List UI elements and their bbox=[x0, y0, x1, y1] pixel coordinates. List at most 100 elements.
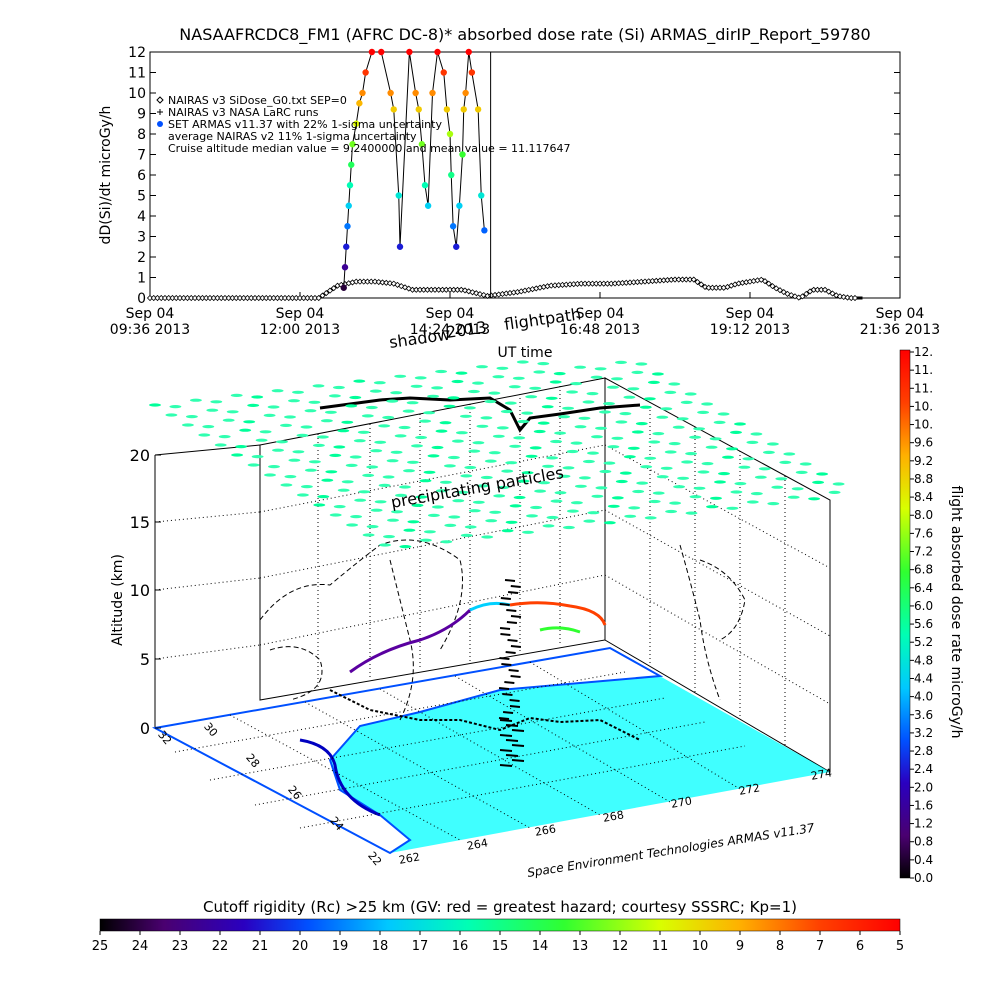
dose-colorbar-tick-label: 4.4 bbox=[914, 671, 933, 685]
particle-mark bbox=[304, 468, 317, 472]
particle-mark bbox=[169, 405, 182, 409]
armas-point bbox=[415, 106, 422, 113]
armas-point bbox=[396, 243, 404, 250]
y-tick-label: 9 bbox=[137, 107, 146, 123]
nairas-series bbox=[146, 276, 863, 302]
legend-entry: average NAIRAS v2 11% 1-sigma uncertaint… bbox=[168, 130, 417, 143]
particle-mark bbox=[546, 515, 559, 520]
particle-mark bbox=[587, 511, 600, 515]
particle-mark bbox=[292, 450, 305, 454]
particle-mark bbox=[419, 538, 432, 542]
y-tick-label: 0 bbox=[137, 291, 146, 307]
dose-colorbar-tick-label: 8.4 bbox=[914, 490, 933, 504]
particle-mark bbox=[771, 485, 784, 489]
flight-cluster-mark bbox=[502, 693, 513, 696]
z-tick-label: 10 bbox=[130, 581, 150, 600]
floor-land bbox=[151, 646, 664, 855]
particle-mark bbox=[271, 389, 284, 393]
particle-mark bbox=[439, 480, 452, 484]
particle-mark bbox=[529, 446, 542, 450]
flight-cluster-mark bbox=[500, 597, 511, 600]
particle-mark bbox=[713, 420, 726, 424]
particle-mark bbox=[255, 438, 268, 442]
particle-mark bbox=[431, 505, 444, 509]
chart-title: NASAAFRCDC8_FM1 (AFRC DC-8)* absorbed do… bbox=[179, 25, 870, 45]
nairas-marker bbox=[694, 278, 701, 286]
particle-mark bbox=[722, 455, 734, 459]
particle-mark bbox=[402, 409, 415, 413]
particle-mark bbox=[452, 499, 465, 503]
particle-mark bbox=[341, 420, 354, 424]
particle-mark bbox=[816, 472, 829, 476]
particle-mark bbox=[644, 456, 657, 460]
particle-mark bbox=[714, 480, 726, 484]
particle-mark bbox=[619, 412, 632, 416]
particle-mark bbox=[566, 449, 579, 454]
particle-mark bbox=[669, 501, 682, 505]
armas-point bbox=[478, 192, 485, 199]
particle-mark bbox=[513, 495, 526, 500]
particle-mark bbox=[542, 524, 555, 528]
flight-cluster-mark bbox=[510, 675, 521, 678]
particle-mark bbox=[362, 473, 375, 477]
particle-mark bbox=[312, 384, 325, 388]
particle-mark bbox=[394, 374, 407, 378]
armas-point bbox=[456, 202, 463, 209]
particle-mark bbox=[444, 523, 457, 528]
particle-mark bbox=[312, 443, 325, 447]
particle-mark bbox=[635, 362, 648, 366]
particle-mark bbox=[537, 362, 550, 366]
particle-mark bbox=[382, 415, 395, 420]
particle-mark bbox=[427, 513, 440, 518]
particle-mark bbox=[493, 494, 506, 498]
flight-cluster-mark bbox=[509, 699, 520, 702]
armas-point bbox=[424, 202, 432, 209]
particle-mark bbox=[435, 429, 448, 433]
particle-mark bbox=[373, 381, 386, 385]
particle-mark bbox=[529, 386, 542, 390]
particle-mark bbox=[685, 452, 698, 456]
particle-mark bbox=[525, 395, 538, 399]
nairas-marker bbox=[375, 278, 382, 286]
dose-colorbar-tick-label: 3.6 bbox=[914, 708, 933, 722]
particle-mark bbox=[390, 450, 403, 454]
rigidity-colorbar-tick-label: 9 bbox=[736, 939, 744, 954]
particle-mark bbox=[264, 473, 276, 477]
particle-mark bbox=[325, 470, 338, 474]
particle-mark bbox=[832, 482, 845, 486]
armas-point bbox=[362, 69, 369, 76]
particle-mark bbox=[730, 490, 743, 494]
particle-mark bbox=[521, 411, 534, 415]
particle-mark bbox=[644, 516, 657, 520]
particle-mark bbox=[578, 416, 591, 420]
particle-mark bbox=[730, 430, 742, 434]
particle-mark bbox=[198, 433, 211, 437]
particle-mark bbox=[415, 435, 428, 440]
particle-mark bbox=[206, 408, 219, 412]
particle-mark bbox=[640, 465, 653, 469]
particle-mark bbox=[530, 505, 543, 510]
particle-mark bbox=[333, 505, 346, 509]
particle-mark bbox=[341, 480, 354, 484]
particle-mark bbox=[627, 446, 640, 450]
dose-colorbar-tick-label: 3.2 bbox=[914, 726, 933, 740]
particle-mark bbox=[508, 385, 521, 389]
rigidity-colorbar-tick-label: 20 bbox=[292, 939, 309, 954]
armas-point bbox=[474, 106, 482, 113]
particle-mark bbox=[664, 390, 677, 394]
particle-mark bbox=[345, 404, 358, 408]
longitude-tick-label: 266 bbox=[534, 822, 557, 838]
particle-mark bbox=[451, 379, 464, 384]
flight-cluster-mark bbox=[510, 585, 521, 588]
particle-mark bbox=[631, 430, 644, 434]
particle-mark bbox=[758, 467, 771, 471]
longitude-tick-label: 274 bbox=[810, 766, 833, 782]
particle-mark bbox=[697, 470, 710, 474]
particle-mark bbox=[276, 440, 288, 444]
particle-mark bbox=[525, 454, 538, 458]
rigidity-colorbar-title: Cutoff rigidity (Rc) >25 km (GV: red = g… bbox=[203, 898, 797, 916]
particle-mark bbox=[354, 498, 367, 502]
particle-mark bbox=[383, 535, 395, 539]
particle-mark bbox=[378, 483, 391, 487]
dose-colorbar-tick-label: 11. bbox=[914, 381, 933, 395]
